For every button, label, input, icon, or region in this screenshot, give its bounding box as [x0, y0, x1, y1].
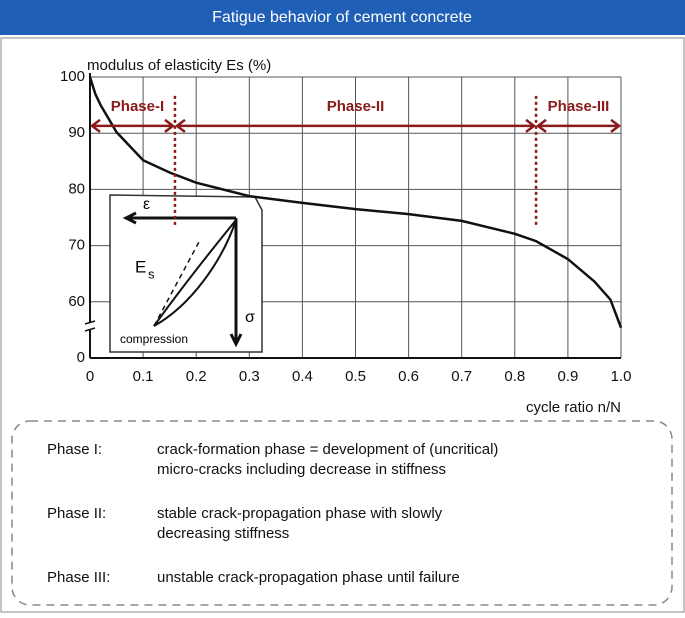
x-tick-label: 1.0 — [611, 368, 632, 385]
curve — [88, 76, 623, 329]
phase-label: Phase-I — [111, 98, 164, 115]
phase-arrow — [535, 118, 622, 133]
inset-dashed — [153, 239, 201, 327]
x-tick-label: 0.9 — [557, 368, 578, 385]
x-tick-label: 0.1 — [133, 368, 154, 385]
y-tick-label: 90 — [68, 124, 85, 141]
x-tick-label: 0.5 — [345, 368, 366, 385]
phase-label: Phase-II — [327, 98, 385, 115]
axis-break — [84, 320, 96, 332]
phase-description: crack-formation phase = development of (… — [157, 441, 498, 458]
phase-description: decreasing stiffness — [157, 525, 289, 542]
x-tick-label: 0.4 — [292, 368, 313, 385]
frame — [0, 37, 685, 613]
description-box — [11, 420, 673, 606]
phase-label: Phase-III — [548, 98, 610, 115]
phase-description: micro-cracks including decrease in stiff… — [157, 461, 446, 478]
x-tick-label: 0.7 — [451, 368, 472, 385]
phase-term: Phase II: — [47, 505, 106, 522]
x-tick-label: 0.6 — [398, 368, 419, 385]
y-tick-label: 0 — [77, 349, 85, 366]
x-tick-label: 0.3 — [239, 368, 260, 385]
y-tick-label: 70 — [68, 237, 85, 254]
inset-note: compression — [120, 332, 188, 346]
phase-arrow — [174, 118, 537, 133]
phase-arrow — [89, 118, 176, 133]
y-tick-label: 80 — [68, 180, 85, 197]
x-axis-label: cycle ratio n/N — [526, 399, 621, 416]
title-bar — [0, 0, 685, 35]
x-tick-label: 0.2 — [186, 368, 207, 385]
slide-title: Fatigue behavior of cement concrete — [212, 9, 472, 26]
phase-description: stable crack-propagation phase with slow… — [157, 505, 443, 522]
y-tick-label: 100 — [60, 68, 85, 85]
inset-modulus-sub: s — [148, 266, 155, 281]
inset-strain-arrow — [122, 211, 236, 225]
phase-description: unstable crack-propagation phase until f… — [157, 569, 460, 586]
axis-break-gap — [86, 322, 94, 330]
inset-stress: σ — [245, 309, 255, 326]
phase-term: Phase III: — [47, 569, 110, 586]
x-tick-label: 0 — [86, 368, 94, 385]
y-tick-label: 60 — [68, 293, 85, 310]
inset-strain: ε — [143, 196, 150, 213]
phase-term: Phase I: — [47, 441, 102, 458]
x-tick-label: 0.8 — [504, 368, 525, 385]
y-axis-label: modulus of elasticity Es (%) — [87, 57, 271, 74]
inset-stress-arrow — [229, 218, 243, 348]
inset-loop — [153, 219, 237, 327]
inset-modulus: E — [135, 257, 146, 276]
